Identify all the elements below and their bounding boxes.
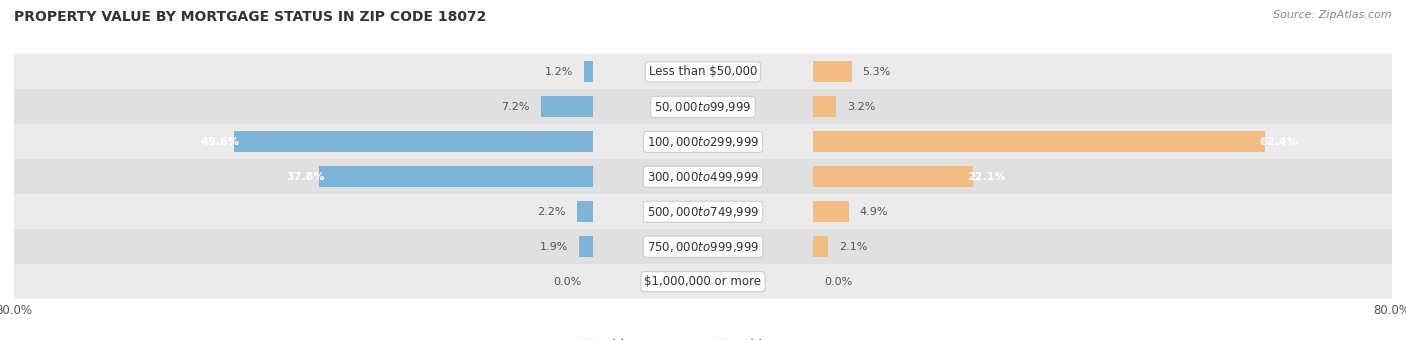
Text: 2.2%: 2.2% bbox=[537, 207, 567, 217]
Bar bbox=[813, 194, 1392, 229]
Text: $750,000 to $999,999: $750,000 to $999,999 bbox=[647, 240, 759, 254]
Text: 1.9%: 1.9% bbox=[540, 242, 568, 252]
Bar bbox=[813, 159, 1392, 194]
Text: 0.0%: 0.0% bbox=[824, 277, 852, 287]
Bar bbox=[813, 264, 1392, 299]
Bar bbox=[813, 166, 973, 187]
Text: 37.8%: 37.8% bbox=[287, 172, 325, 182]
Bar bbox=[813, 229, 1392, 264]
Bar bbox=[593, 229, 813, 264]
Bar bbox=[14, 89, 593, 124]
Text: 22.1%: 22.1% bbox=[967, 172, 1005, 182]
Text: 3.2%: 3.2% bbox=[848, 102, 876, 112]
Bar bbox=[14, 194, 593, 229]
Text: 7.2%: 7.2% bbox=[502, 102, 530, 112]
Bar bbox=[813, 236, 828, 257]
Bar bbox=[813, 96, 837, 117]
Text: 1.2%: 1.2% bbox=[546, 67, 574, 77]
Bar bbox=[14, 264, 593, 299]
Text: $50,000 to $99,999: $50,000 to $99,999 bbox=[654, 100, 752, 114]
Text: 4.9%: 4.9% bbox=[859, 207, 889, 217]
Bar bbox=[576, 201, 593, 222]
Bar bbox=[319, 166, 593, 187]
Bar bbox=[593, 264, 813, 299]
Bar bbox=[583, 62, 593, 82]
Text: $500,000 to $749,999: $500,000 to $749,999 bbox=[647, 205, 759, 219]
Text: 0.0%: 0.0% bbox=[554, 277, 582, 287]
Bar bbox=[593, 54, 813, 89]
Bar bbox=[813, 131, 1264, 152]
Text: Source: ZipAtlas.com: Source: ZipAtlas.com bbox=[1274, 10, 1392, 20]
Text: $100,000 to $299,999: $100,000 to $299,999 bbox=[647, 135, 759, 149]
Bar bbox=[813, 89, 1392, 124]
Bar bbox=[14, 124, 593, 159]
Text: Less than $50,000: Less than $50,000 bbox=[648, 65, 758, 79]
Bar bbox=[593, 124, 813, 159]
Bar bbox=[14, 229, 593, 264]
Bar bbox=[593, 194, 813, 229]
Text: 5.3%: 5.3% bbox=[862, 67, 890, 77]
Bar bbox=[14, 54, 593, 89]
Bar bbox=[813, 54, 1392, 89]
Bar bbox=[813, 124, 1392, 159]
Bar bbox=[813, 201, 849, 222]
Bar bbox=[813, 62, 852, 82]
Text: PROPERTY VALUE BY MORTGAGE STATUS IN ZIP CODE 18072: PROPERTY VALUE BY MORTGAGE STATUS IN ZIP… bbox=[14, 10, 486, 24]
Text: 62.4%: 62.4% bbox=[1258, 137, 1298, 147]
Legend: Without Mortgage, With Mortgage: Without Mortgage, With Mortgage bbox=[575, 335, 831, 340]
Bar bbox=[233, 131, 593, 152]
Text: 2.1%: 2.1% bbox=[839, 242, 868, 252]
Bar bbox=[593, 159, 813, 194]
Bar bbox=[579, 236, 593, 257]
Text: 49.6%: 49.6% bbox=[201, 137, 240, 147]
Bar bbox=[593, 89, 813, 124]
Bar bbox=[541, 96, 593, 117]
Bar bbox=[14, 159, 593, 194]
Text: $1,000,000 or more: $1,000,000 or more bbox=[644, 275, 762, 288]
Text: $300,000 to $499,999: $300,000 to $499,999 bbox=[647, 170, 759, 184]
